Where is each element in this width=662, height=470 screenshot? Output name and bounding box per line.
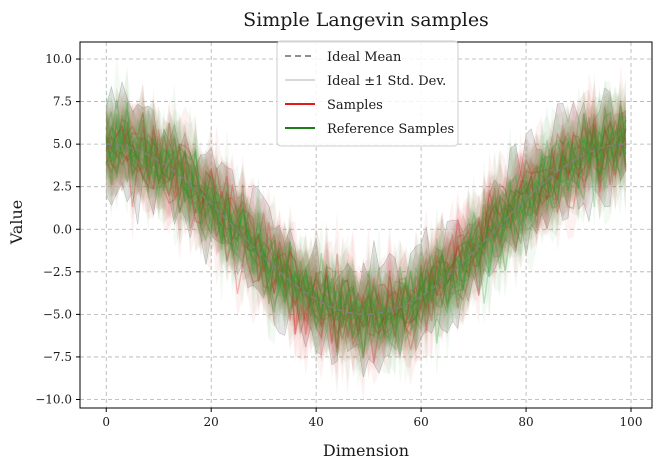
reference-sample-line-1 [105,119,627,351]
sample-line-0 [105,118,626,353]
reference-sample-band-4 [106,65,626,384]
sample-band-2 [106,95,626,384]
reference-sample-line-0 [105,111,627,356]
x-tick-label: 100 [620,415,643,429]
series-layer [105,56,627,401]
reference-sample-band-6 [106,83,626,389]
reference-sample-line-2 [106,121,627,339]
sample-band-1 [106,82,626,368]
reference-sample-band-1 [106,90,626,378]
legend-reference-samples-label: Reference Samples [327,122,454,137]
y-tick-label: 10.0 [45,52,72,66]
reference-sample-band-7 [106,82,626,385]
x-tick-label: 40 [309,415,324,429]
reference-sample-line-9 [105,124,627,355]
y-tick-label: 7.5 [53,95,72,109]
sample-band-6 [106,80,626,386]
sample-line-3 [105,116,627,336]
legend-samples-label: Samples [327,98,383,113]
reference-sample-line-6 [106,115,627,338]
y-tick-label: 2.5 [53,180,72,194]
reference-sample-line-3 [105,105,627,332]
sample-band-9 [106,89,626,401]
sample-band-8 [106,65,626,373]
sample-band-7 [106,74,626,380]
y-tick-label: 5.0 [53,137,72,151]
std-band-layer [105,81,627,378]
reference-sample-line-5 [105,99,626,341]
sample-line-8 [105,101,627,337]
legend-std-band-label: Ideal ±1 Std. Dev. [327,74,446,89]
sample-line-2 [105,120,627,347]
x-tick-label: 20 [204,415,219,429]
x-tick-label: 60 [413,415,428,429]
y-axis-label: Value [7,200,26,246]
chart-title: Simple Langevin samples [243,9,489,31]
y-tick-label: −2.5 [43,265,72,279]
sample-line-9 [105,123,627,358]
sample-band-3 [106,84,626,376]
sample-line-7 [105,112,627,337]
x-tick-label: 0 [102,415,110,429]
y-tick-label: −7.5 [43,350,72,364]
reference-sample-line-7 [105,111,627,359]
sample-line-6 [105,124,627,364]
reference-sample-band-5 [106,56,626,375]
sample-line-5 [105,112,627,349]
reference-sample-band-0 [106,80,626,386]
legend-ideal-mean-label: Ideal Mean [327,50,402,65]
sample-line-4 [105,121,627,344]
reference-sample-line-8 [105,116,627,338]
reference-sample-band-2 [106,86,626,379]
reference-sample-band-9 [106,88,626,385]
y-tick-label: −5.0 [43,307,72,321]
y-tick-label: 0.0 [53,222,72,236]
y-tick-label: −10.0 [35,392,72,406]
reference-sample-line-4 [105,107,627,334]
ideal-std-band [105,81,627,378]
x-tick-label: 80 [518,415,533,429]
sample-band-5 [106,82,626,377]
sample-band-0 [106,72,626,397]
legend: Ideal Mean Ideal ±1 Std. Dev. Samples Re… [276,40,459,147]
reference-sample-band-3 [106,81,626,375]
reference-sample-band-8 [106,81,626,364]
sample-band-4 [106,92,626,380]
legend-box [276,40,459,147]
axis-ticks: 0 20 40 60 80 100 −10.0 −7.5 −5.0 −2.5 0.0 2.5 5.0 7.… [35,52,642,429]
x-axis-label: Dimension [323,441,409,460]
sample-line-1 [105,114,627,337]
